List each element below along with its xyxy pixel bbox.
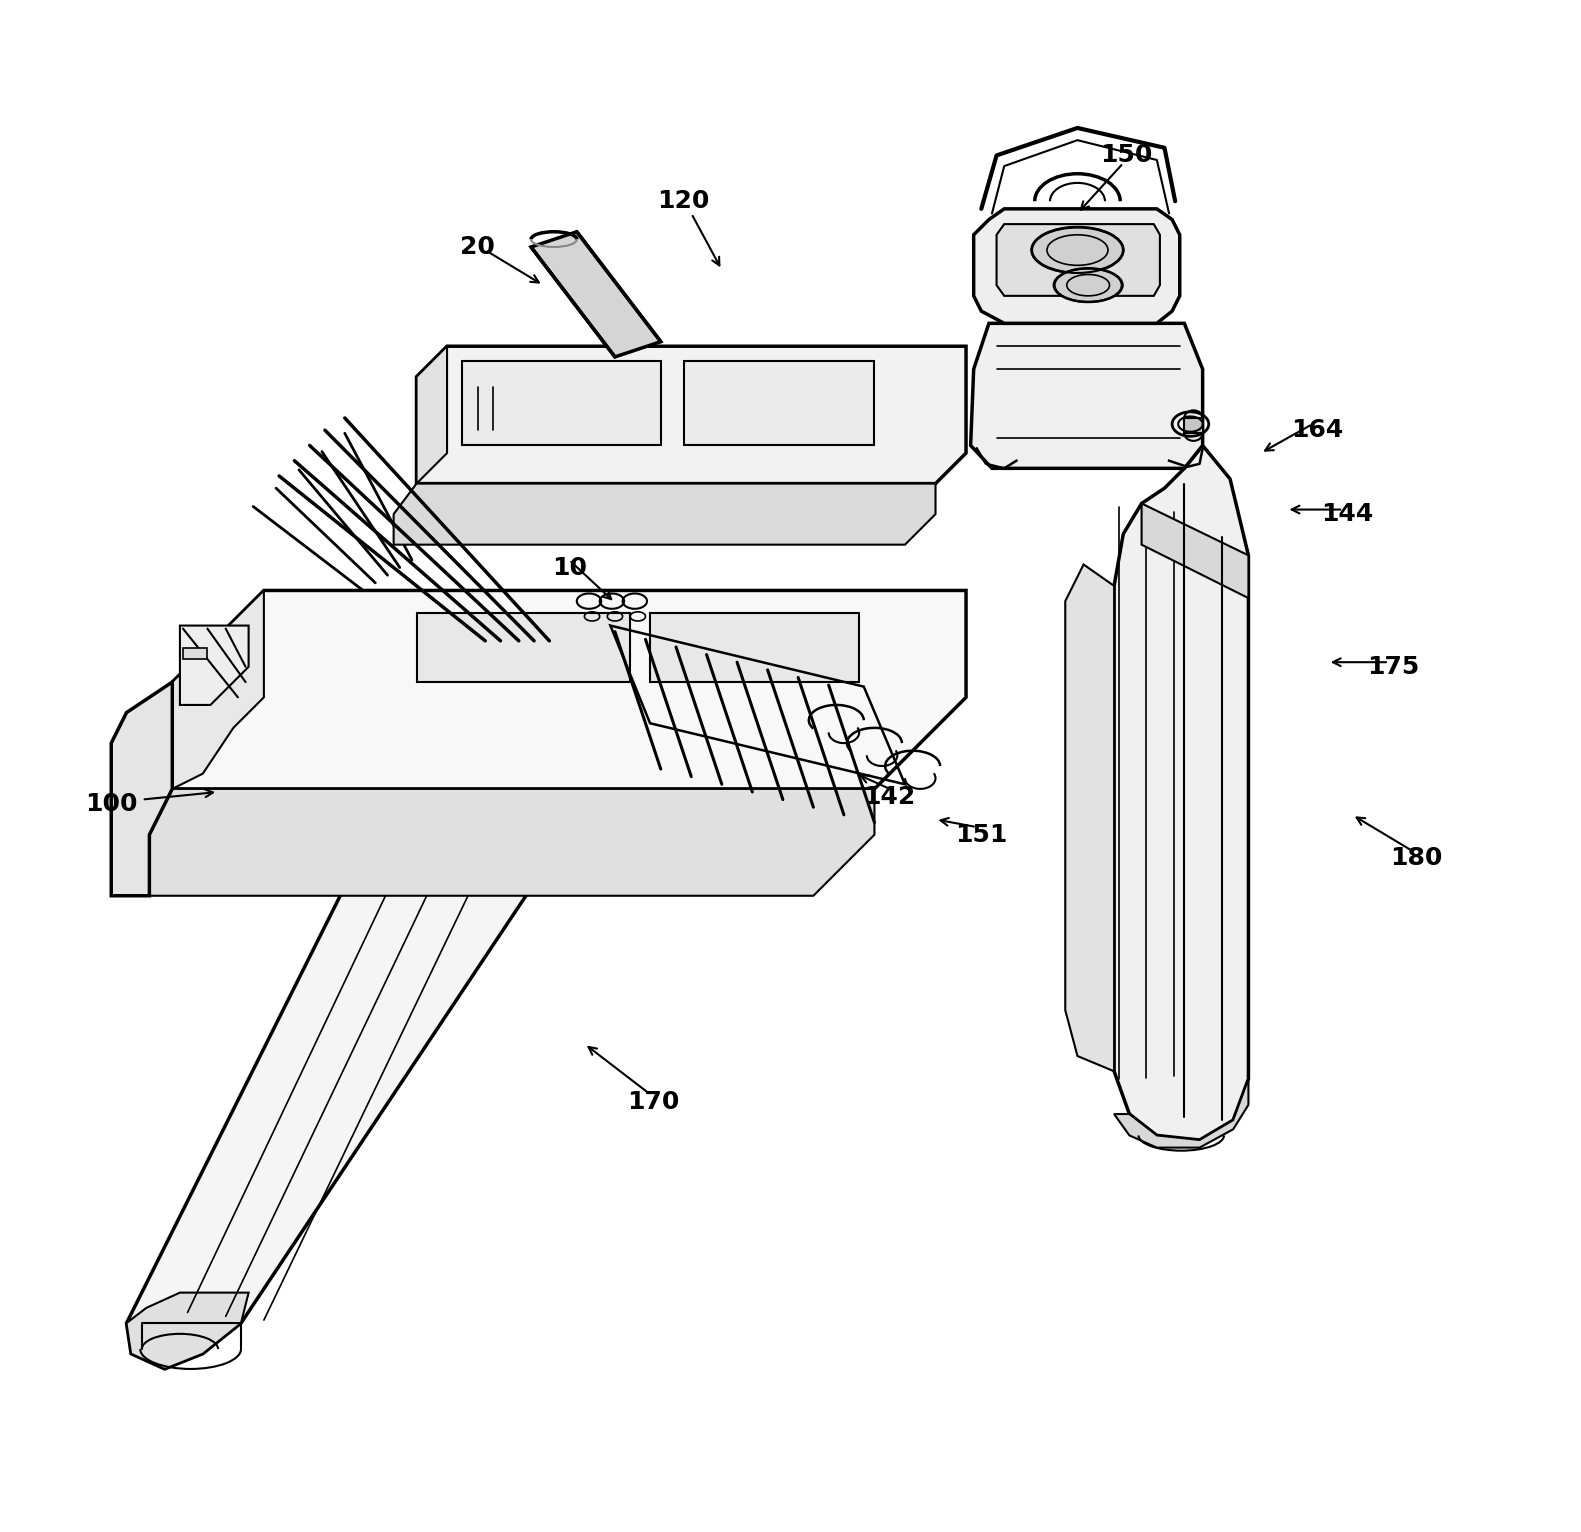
Text: 10: 10 <box>552 556 587 579</box>
Polygon shape <box>394 484 936 545</box>
Text: 164: 164 <box>1292 418 1344 443</box>
Text: 170: 170 <box>628 1089 680 1114</box>
Polygon shape <box>180 625 248 705</box>
Polygon shape <box>416 346 447 484</box>
Polygon shape <box>416 346 966 484</box>
Text: 120: 120 <box>658 190 710 213</box>
Polygon shape <box>1066 564 1115 1071</box>
Polygon shape <box>1184 418 1203 434</box>
Polygon shape <box>149 789 874 896</box>
Polygon shape <box>1115 446 1249 1140</box>
Polygon shape <box>126 1293 248 1370</box>
Polygon shape <box>531 231 661 357</box>
Polygon shape <box>971 323 1203 469</box>
Polygon shape <box>416 613 631 682</box>
Polygon shape <box>111 682 172 896</box>
Text: 144: 144 <box>1322 502 1374 525</box>
Polygon shape <box>462 362 661 446</box>
Text: 20: 20 <box>460 234 495 259</box>
Text: 151: 151 <box>955 823 1007 847</box>
Text: 142: 142 <box>863 784 915 809</box>
Polygon shape <box>974 208 1179 323</box>
Polygon shape <box>172 590 264 789</box>
Polygon shape <box>172 590 966 789</box>
Polygon shape <box>650 613 858 682</box>
Polygon shape <box>183 648 207 659</box>
Ellipse shape <box>1032 227 1123 273</box>
Polygon shape <box>1141 504 1249 597</box>
Ellipse shape <box>1055 268 1123 302</box>
Polygon shape <box>1115 1079 1249 1147</box>
Text: 175: 175 <box>1368 654 1420 679</box>
Polygon shape <box>683 362 874 446</box>
Text: 180: 180 <box>1390 846 1442 870</box>
Text: 150: 150 <box>1100 144 1153 167</box>
Text: 100: 100 <box>85 792 138 817</box>
Polygon shape <box>996 224 1160 296</box>
Polygon shape <box>126 697 637 1370</box>
